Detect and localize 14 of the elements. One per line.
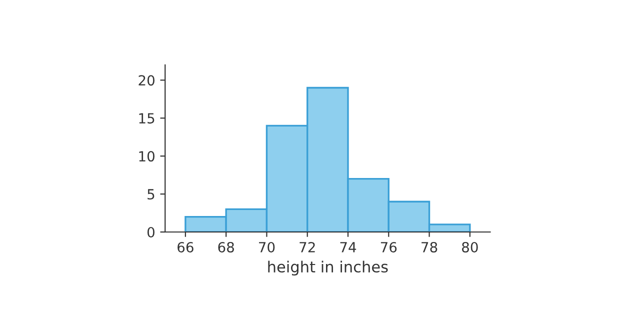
x-tick-label: 74 (340, 242, 356, 252)
x-tick-label: 66 (178, 242, 194, 252)
x-tick-label: 70 (259, 242, 275, 252)
x-tick-label: 68 (218, 242, 234, 252)
y-tick-label: 5 (148, 189, 154, 200)
x-tick-label: 72 (300, 242, 315, 252)
y-tick-label: 20 (138, 75, 154, 86)
y-tick-label: 15 (139, 113, 154, 124)
x-tick-label: 76 (380, 242, 397, 252)
x-tick-label: 78 (422, 242, 438, 252)
y-tick-label: 10 (139, 151, 154, 162)
y-tick-label: 0 (147, 226, 154, 238)
x-tick-label: 80 (462, 242, 478, 252)
x-axis-title: height in inches (268, 260, 388, 276)
